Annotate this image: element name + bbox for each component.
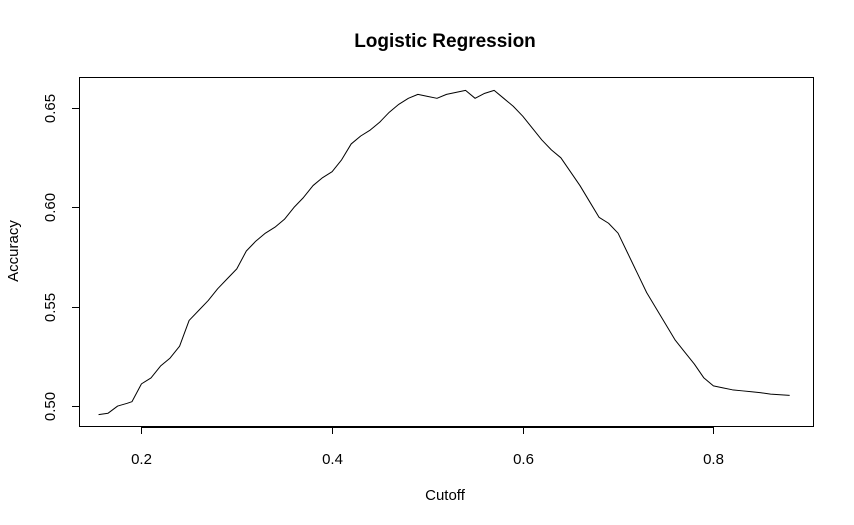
y-tick-label: 0.60: [42, 193, 59, 222]
x-axis: 0.2 0.4 0.6 0.8: [131, 427, 724, 468]
x-tick-label: 0.2: [131, 451, 152, 468]
chart-title: Logistic Regression: [354, 31, 536, 52]
plot-frame: [79, 77, 814, 427]
accuracy-series-line: [98, 89, 790, 416]
x-axis-title: Cutoff: [425, 487, 466, 504]
x-tick-label: 0.4: [322, 451, 343, 468]
x-tick-label: 0.6: [513, 451, 534, 468]
y-axis-title: Accuracy: [5, 220, 22, 282]
x-tick-label: 0.8: [703, 451, 724, 468]
y-tick-label: 0.55: [42, 293, 59, 322]
y-axis: 0.50 0.55 0.60 0.65: [42, 94, 80, 421]
y-tick-label: 0.50: [42, 392, 59, 421]
series-layer: [98, 89, 790, 416]
y-tick-label: 0.65: [42, 94, 59, 123]
